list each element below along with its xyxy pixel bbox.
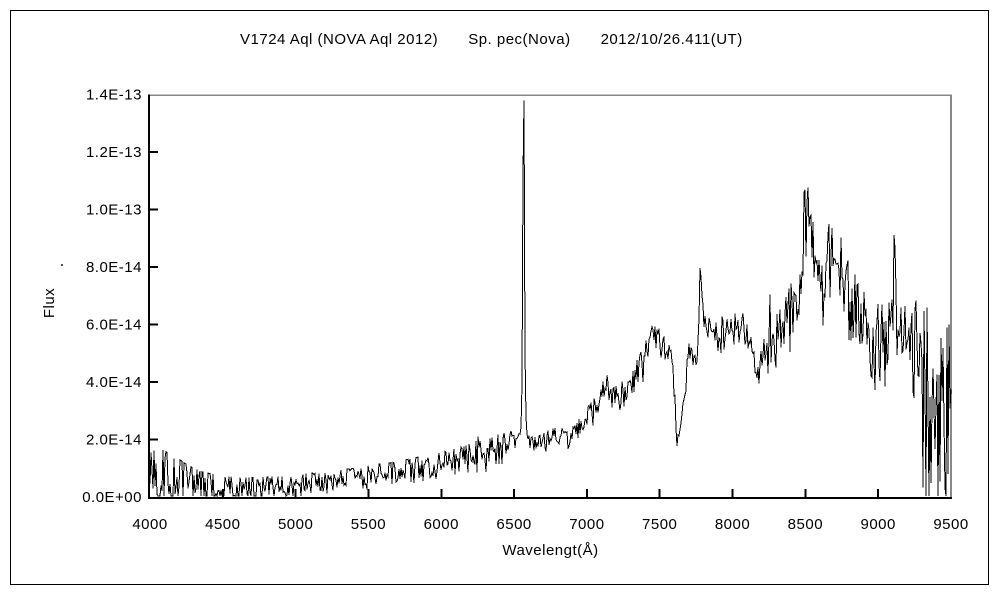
x-tick bbox=[294, 489, 297, 497]
y-tick bbox=[150, 208, 158, 211]
y-tick bbox=[150, 438, 158, 441]
x-tick-label: 7000 bbox=[569, 516, 604, 533]
y-tick-label: 1.2E-13 bbox=[86, 144, 142, 161]
x-tick bbox=[440, 489, 443, 497]
y-tick bbox=[150, 381, 158, 383]
frame-right bbox=[950, 94, 952, 499]
figure-border bbox=[10, 10, 989, 585]
y-tick bbox=[150, 151, 158, 153]
y-tick-label: 4.0E-14 bbox=[86, 374, 142, 391]
axis-tick-labels: 4000 4500 5000 5500 6000 6500 7000 7500 8000 8500… bbox=[82, 87, 968, 534]
y-tick-label: 1.0E-13 bbox=[86, 202, 142, 219]
y-tick-label: 0.0E+00 bbox=[82, 489, 142, 506]
y-axis-line bbox=[148, 94, 150, 499]
y-tick-label: 6.0E-14 bbox=[86, 317, 142, 334]
y-tick bbox=[150, 266, 158, 268]
x-tick bbox=[221, 489, 224, 497]
x-tick bbox=[658, 489, 661, 497]
title-object: V1724 Aql (NOVA Aql 2012) bbox=[240, 31, 439, 48]
plot-frame bbox=[148, 94, 952, 499]
y-tick bbox=[150, 323, 158, 326]
x-tick-label: 5000 bbox=[278, 516, 313, 533]
x-tick-label: 6500 bbox=[496, 516, 531, 533]
title-spectral-type: Sp. pec(Nova) bbox=[468, 31, 571, 48]
spectrum-trace bbox=[149, 100, 952, 498]
x-axis-line bbox=[148, 497, 952, 499]
x-tick-label: 9500 bbox=[933, 516, 968, 533]
y-tick-label: 2.0E-14 bbox=[86, 432, 142, 449]
x-tick bbox=[513, 489, 516, 497]
x-tick bbox=[731, 489, 734, 497]
x-tick-label: 9000 bbox=[860, 516, 895, 533]
y-tick-label: 8.0E-14 bbox=[86, 259, 142, 276]
x-tick-label: 8500 bbox=[788, 516, 823, 533]
x-tick bbox=[804, 489, 807, 497]
chart-title: V1724 Aql (NOVA Aql 2012) Sp. pec(Nova) … bbox=[240, 31, 743, 48]
axis-ticks bbox=[150, 151, 880, 497]
x-tick-label: 4500 bbox=[205, 516, 240, 533]
x-tick bbox=[585, 489, 588, 497]
y-axis-title: Flux bbox=[41, 287, 58, 319]
title-date: 2012/10/26.411(UT) bbox=[600, 31, 743, 48]
spectrum-line bbox=[149, 100, 952, 498]
x-tick-label: 7500 bbox=[642, 516, 677, 533]
frame-top bbox=[150, 94, 952, 96]
y-tick-label: 1.4E-13 bbox=[86, 87, 142, 104]
x-tick bbox=[367, 489, 370, 497]
stray-dot-artifact bbox=[61, 264, 63, 266]
x-axis-title: Wavelengt(Å) bbox=[502, 542, 599, 559]
x-tick bbox=[877, 489, 880, 497]
x-tick-label: 4000 bbox=[132, 516, 167, 533]
x-tick-label: 6000 bbox=[424, 516, 459, 533]
x-tick-label: 8000 bbox=[715, 516, 750, 533]
x-tick-label: 5500 bbox=[351, 516, 386, 533]
